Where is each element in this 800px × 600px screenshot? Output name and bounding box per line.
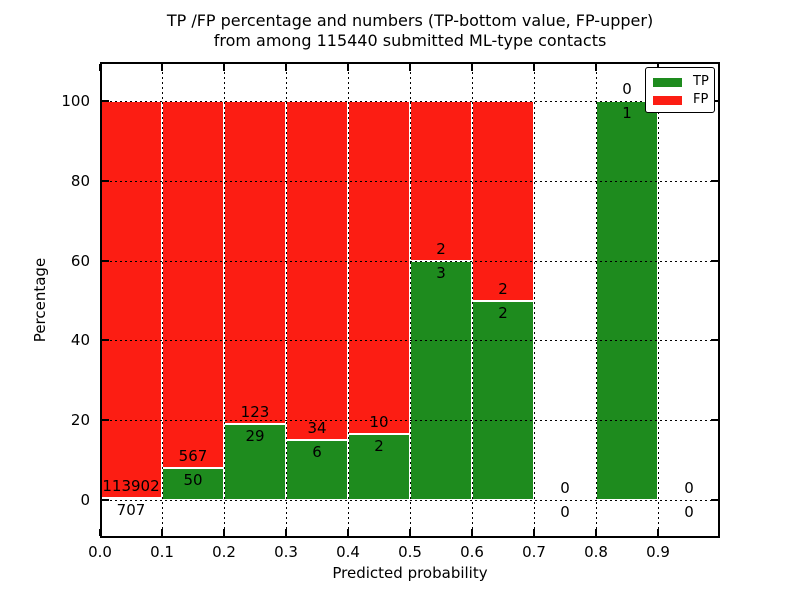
x-tick-label: 0.9: [646, 543, 670, 561]
vertical-gridline: [348, 62, 349, 538]
x-axis-tick: [223, 529, 225, 536]
y-tick-label: 80: [70, 171, 90, 190]
y-tick-label: 20: [70, 411, 90, 430]
fp-swatch-icon: [653, 95, 682, 105]
fp-count-label: 567: [178, 446, 208, 465]
tp-count-label: 6: [312, 443, 322, 462]
tp-count-label: 50: [183, 470, 203, 489]
legend-item-fp: FP: [646, 91, 714, 109]
y-tick-label: 40: [70, 331, 90, 350]
y-tick-label: 100: [61, 92, 90, 110]
tp-count-label: 3: [436, 263, 446, 282]
x-tick-label: 0.3: [274, 543, 298, 561]
x-axis-tick-top: [347, 64, 349, 71]
x-axis-tick-top: [223, 64, 225, 71]
vertical-gridline: [472, 62, 473, 538]
x-axis-tick: [285, 529, 287, 536]
fp-count-label: 2: [436, 239, 446, 258]
chart-title-line-1: TP /FP percentage and numbers (TP-bottom…: [166, 11, 654, 30]
x-tick-label: 0.6: [460, 543, 484, 561]
tp-swatch-icon: [653, 77, 682, 87]
legend: TP FP: [645, 67, 715, 113]
tp-count-label: 1: [622, 104, 632, 122]
x-tick-label: 0.8: [584, 543, 608, 561]
tp-count-label: 29: [245, 426, 265, 445]
fp-count-label: 0: [684, 479, 694, 497]
y-axis-label: Percentage: [31, 257, 49, 343]
vertical-gridline: [162, 62, 163, 538]
tp-bar-segment: [224, 423, 286, 500]
y-axis-tick-right: [711, 339, 718, 341]
x-tick-label: 0.5: [398, 543, 422, 561]
legend-label-fp: FP: [693, 92, 709, 107]
legend-label-tp: TP: [693, 74, 709, 89]
x-axis-tick: [409, 529, 411, 536]
fp-bar-segment: [348, 101, 410, 434]
tp-count-label: 0: [560, 503, 570, 521]
fp-count-label: 34: [307, 419, 327, 438]
fp-count-label: 113902: [102, 476, 160, 495]
y-axis-tick-right: [711, 180, 718, 182]
y-axis-tick-right: [711, 260, 718, 262]
legend-item-tp: TP: [646, 73, 714, 91]
x-tick-label: 0.1: [150, 543, 174, 561]
y-axis-tick: [102, 339, 109, 341]
tp-bar-segment: [596, 101, 658, 500]
x-axis-tick: [471, 529, 473, 536]
fp-bar-segment: [286, 101, 348, 441]
x-axis-tick-top: [409, 64, 411, 71]
y-axis-tick-right: [711, 419, 718, 421]
fp-bar-segment: [162, 101, 224, 468]
y-tick-label: 0: [80, 491, 90, 509]
chart-title-line-2: from among 115440 submitted ML-type cont…: [213, 31, 607, 50]
x-axis-tick-top: [285, 64, 287, 71]
vertical-gridline: [410, 62, 411, 538]
tp-bar-segment: [410, 260, 472, 500]
x-axis-tick-top: [471, 64, 473, 71]
plot-area: 113902 707 567 50 123 29 34 6 10 2 2 3 2 2 0 0 0 1 0 0: [99, 62, 720, 538]
plot-frame: [100, 62, 720, 538]
y-tick-label: 60: [70, 251, 90, 270]
x-axis-tick: [657, 529, 659, 536]
x-tick-label: 0.4: [336, 543, 360, 561]
tp-count-label: 2: [374, 436, 384, 455]
x-axis-tick-top: [595, 64, 597, 71]
fp-count-label: 123: [240, 402, 270, 421]
fp-count-label: 0: [560, 479, 570, 497]
x-axis-tick: [533, 529, 535, 536]
tp-bar-segment: [348, 433, 410, 500]
x-tick-label: 0.7: [522, 543, 546, 561]
y-axis-tick: [102, 260, 109, 262]
tp-count-label: 2: [498, 303, 508, 322]
x-axis-label: Predicted probability: [332, 564, 488, 582]
tp-count-label: 0: [684, 503, 694, 521]
vertical-gridline: [286, 62, 287, 538]
y-axis-tick: [102, 180, 109, 182]
y-axis-tick-right: [711, 499, 718, 501]
x-axis-tick: [595, 529, 597, 536]
x-tick-label: 0.0: [88, 543, 112, 561]
fp-count-label: 0: [622, 80, 632, 98]
vertical-gridline: [534, 62, 535, 538]
x-axis-tick-top: [161, 64, 163, 71]
vertical-gridline: [658, 62, 659, 538]
x-axis-tick-top: [533, 64, 535, 71]
x-tick-label: 0.2: [212, 543, 236, 561]
vertical-gridline: [224, 62, 225, 538]
x-axis-tick: [161, 529, 163, 536]
tp-bar-segment: [286, 440, 348, 500]
y-axis-tick: [102, 419, 109, 421]
fp-count-label: 2: [498, 279, 508, 298]
fp-count-label: 10: [369, 412, 389, 431]
y-axis-tick: [102, 100, 109, 102]
y-axis-tick: [102, 499, 109, 501]
vertical-gridline: [596, 62, 597, 538]
tp-count-label: 707: [116, 500, 146, 519]
fp-bar-segment: [100, 101, 162, 498]
x-axis-tick: [347, 529, 349, 536]
